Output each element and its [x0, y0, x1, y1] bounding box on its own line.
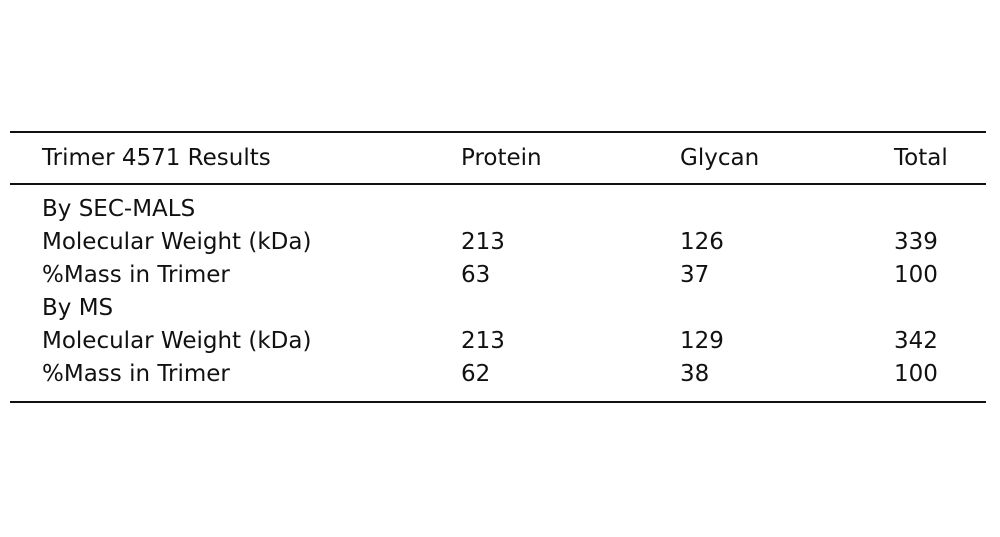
results-table: Trimer 4571 Results Protein Glycan Total… — [10, 131, 986, 403]
table-row: Molecular Weight (kDa) 213 126 339 — [10, 226, 986, 259]
header-results: Trimer 4571 Results — [42, 145, 271, 171]
table-row: Molecular Weight (kDa) 213 129 342 — [10, 325, 986, 358]
total-value: 339 — [894, 229, 938, 255]
table-body: By SEC-MALS Molecular Weight (kDa) 213 1… — [10, 185, 986, 401]
row-label: Molecular Weight (kDa) — [42, 328, 312, 354]
table-header-row: Trimer 4571 Results Protein Glycan Total — [10, 133, 986, 183]
protein-value: 63 — [461, 262, 491, 288]
section-label: By MS — [42, 295, 114, 321]
total-value: 342 — [894, 328, 938, 354]
glycan-value: 37 — [680, 262, 710, 288]
glycan-value: 126 — [680, 229, 724, 255]
protein-value: 62 — [461, 361, 491, 387]
total-value: 100 — [894, 361, 938, 387]
table-row: %Mass in Trimer 63 37 100 — [10, 259, 986, 292]
section-row-ms: By MS — [10, 292, 986, 325]
header-protein: Protein — [461, 145, 542, 171]
row-label: Molecular Weight (kDa) — [42, 229, 312, 255]
table-header-rule — [10, 183, 986, 185]
header-glycan: Glycan — [680, 145, 760, 171]
protein-value: 213 — [461, 328, 505, 354]
table-bottom-rule — [10, 401, 986, 403]
protein-value: 213 — [461, 229, 505, 255]
row-label: %Mass in Trimer — [42, 361, 230, 387]
table-row: %Mass in Trimer 62 38 100 — [10, 358, 986, 391]
glycan-value: 38 — [680, 361, 710, 387]
section-label: By SEC-MALS — [42, 196, 196, 222]
table-top-rule — [10, 131, 986, 133]
total-value: 100 — [894, 262, 938, 288]
header-total: Total — [894, 145, 948, 171]
glycan-value: 129 — [680, 328, 724, 354]
row-label: %Mass in Trimer — [42, 262, 230, 288]
section-row-sec-mals: By SEC-MALS — [10, 193, 986, 226]
